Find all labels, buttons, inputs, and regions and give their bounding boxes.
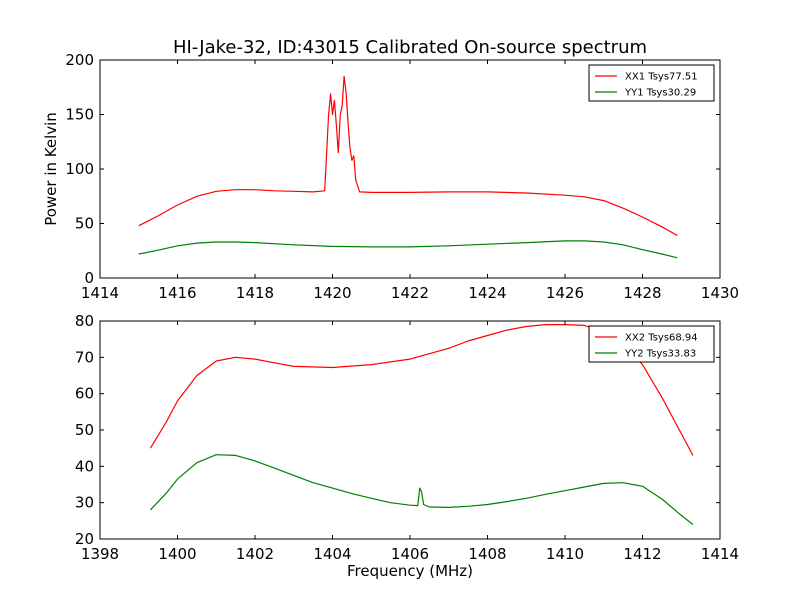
- x-tick-label: 1406: [391, 545, 429, 563]
- y-tick-label: 70: [75, 348, 94, 366]
- x-tick-label: 1400: [158, 545, 196, 563]
- x-tick-label: 1430: [701, 284, 739, 302]
- x-tick-label: 1422: [391, 284, 429, 302]
- y-tick-label: 40: [75, 457, 94, 475]
- y-tick-label: 80: [75, 312, 94, 330]
- y-tick-label: 60: [75, 385, 94, 403]
- x-axis-label: Frequency (MHz): [347, 562, 473, 580]
- x-tick-label: 1426: [546, 284, 584, 302]
- x-tick-label: 1414: [81, 284, 119, 302]
- legend-box: [588, 64, 715, 102]
- top-spectrum-panel: 1414 1416 1418 1420 1422 1424 1426 1428 1430 0 50 1…: [65, 51, 739, 302]
- legend-entry-label: YY1 Tsys30.29: [624, 88, 696, 99]
- y-tick-label: 20: [75, 530, 94, 548]
- series-line-1: [138, 75, 678, 237]
- legend-entry-label: XX2 Tsys68.94: [625, 333, 698, 344]
- bottom-spectrum-panel: 1398 1400 1402 1404 1406 1408 1410 1412 1414 20 30…: [75, 312, 739, 563]
- y-tick-label: 200: [65, 51, 94, 69]
- x-tick-label: 1418: [236, 284, 274, 302]
- y-tick-label: 30: [75, 494, 94, 512]
- y-tick-label: 50: [75, 421, 94, 439]
- series-line-2: [149, 454, 694, 525]
- x-tick-label: 1412: [623, 545, 661, 563]
- figure-title: HI-Jake-32, ID:43015 Calibrated On-sourc…: [173, 37, 647, 58]
- x-tick-label: 1402: [236, 545, 274, 563]
- x-tick-label: 1420: [313, 284, 351, 302]
- legend-entry-label: XX1 Tsys77.51: [625, 72, 698, 83]
- x-tick-label: 1414: [701, 545, 739, 563]
- x-tick-label: 1404: [313, 545, 351, 563]
- x-tick-label: 1424: [468, 284, 506, 302]
- x-tick-label: 1410: [546, 545, 584, 563]
- legend-box: [588, 325, 715, 363]
- y-tick-label: 150: [65, 106, 94, 124]
- y-tick-label: 0: [84, 269, 94, 287]
- y-axis-label: Power in Kelvin: [42, 112, 60, 226]
- y-tick-label: 100: [65, 160, 94, 178]
- legend-entry-label: YY2 Tsys33.83: [624, 349, 696, 360]
- x-tick-label: 1408: [468, 545, 506, 563]
- x-tick-label: 1398: [81, 545, 119, 563]
- y-tick-label: 50: [75, 215, 94, 233]
- x-tick-label: 1416: [158, 284, 196, 302]
- x-tick-label: 1428: [623, 284, 661, 302]
- series-line-2: [138, 240, 678, 259]
